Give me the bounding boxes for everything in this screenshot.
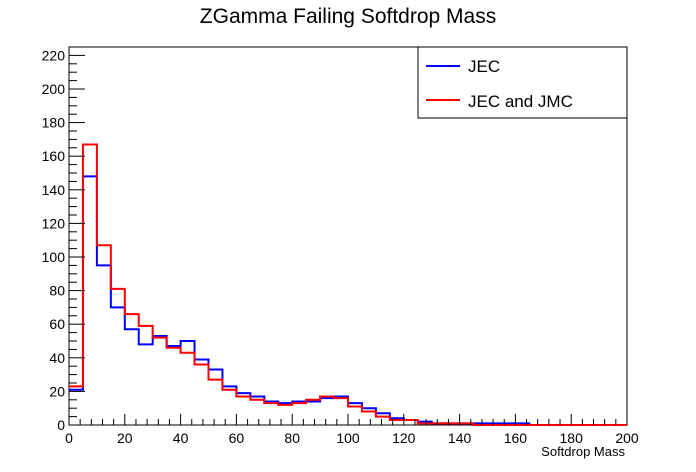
x-tick-label: 120	[392, 430, 416, 446]
legend: JEC JEC and JMC	[417, 46, 628, 119]
x-tick-label: 20	[117, 430, 133, 446]
y-tick-label: 60	[49, 316, 65, 332]
y-tick-label: 180	[42, 115, 66, 131]
x-tick-label: 0	[65, 430, 73, 446]
legend-label-jec-and-jmc: JEC and JMC	[468, 92, 573, 111]
series-layer	[69, 143, 627, 426]
y-tick-label: 80	[49, 283, 65, 299]
x-tick-label: 100	[336, 430, 360, 446]
x-tick-label: 40	[173, 430, 189, 446]
y-tick-label: 200	[42, 81, 66, 97]
x-tick-label: 80	[284, 430, 300, 446]
y-tick-label: 160	[42, 148, 66, 164]
x-tick-label: 160	[504, 430, 528, 446]
legend-box	[417, 46, 628, 119]
series-line-jec	[69, 175, 627, 426]
series-line-jec-and-jmc	[69, 143, 627, 426]
x-axis: 0 20 40 60 80 100 120 140 160 180 200	[65, 414, 639, 446]
y-tick-label: 100	[42, 249, 66, 265]
x-tick-label: 200	[615, 430, 639, 446]
y-tick-label: 40	[49, 350, 65, 366]
y-tick-label: 220	[42, 47, 66, 63]
y-tick-label: 140	[42, 182, 66, 198]
y-tick-label: 0	[57, 417, 65, 433]
x-tick-label: 180	[560, 430, 584, 446]
x-tick-label: 60	[229, 430, 245, 446]
x-axis-label: Softdrop Mass	[541, 444, 625, 459]
y-tick-label: 120	[42, 215, 66, 231]
chart-title: ZGamma Failing Softdrop Mass	[200, 5, 496, 28]
y-axis: 0 20 40 60 80 100 120 140 160 180 200 220	[42, 46, 85, 433]
y-tick-label: 20	[49, 383, 65, 399]
x-tick-label: 140	[448, 430, 472, 446]
legend-label-jec: JEC	[468, 57, 500, 76]
